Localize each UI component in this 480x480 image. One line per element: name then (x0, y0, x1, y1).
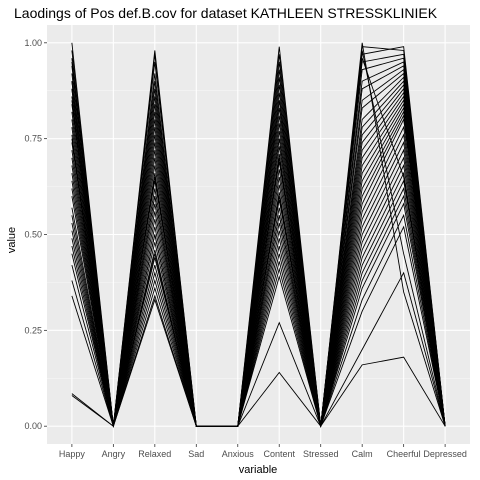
y-tick-label: 0.00 (24, 421, 42, 431)
x-tick-label: Anxious (222, 449, 255, 459)
x-tick-label: Content (263, 449, 295, 459)
x-axis-title: variable (239, 464, 278, 476)
x-tick-label: Depressed (423, 449, 467, 459)
x-tick-label: Happy (59, 449, 86, 459)
x-tick-label: Angry (102, 449, 126, 459)
y-tick-label: 0.50 (24, 230, 42, 240)
x-tick-label: Sad (188, 449, 204, 459)
y-tick-label: 0.75 (24, 134, 42, 144)
x-tick-label: Relaxed (138, 449, 171, 459)
x-tick-label: Stressed (303, 449, 339, 459)
x-tick-label: Cheerful (387, 449, 421, 459)
x-tick-label: Calm (352, 449, 373, 459)
y-axis-title: value (6, 227, 18, 253)
y-tick-label: 0.25 (24, 325, 42, 335)
y-tick-label: 1.00 (24, 38, 42, 48)
chart-title: Laodings of Pos def.B.cov for dataset KA… (14, 5, 438, 21)
